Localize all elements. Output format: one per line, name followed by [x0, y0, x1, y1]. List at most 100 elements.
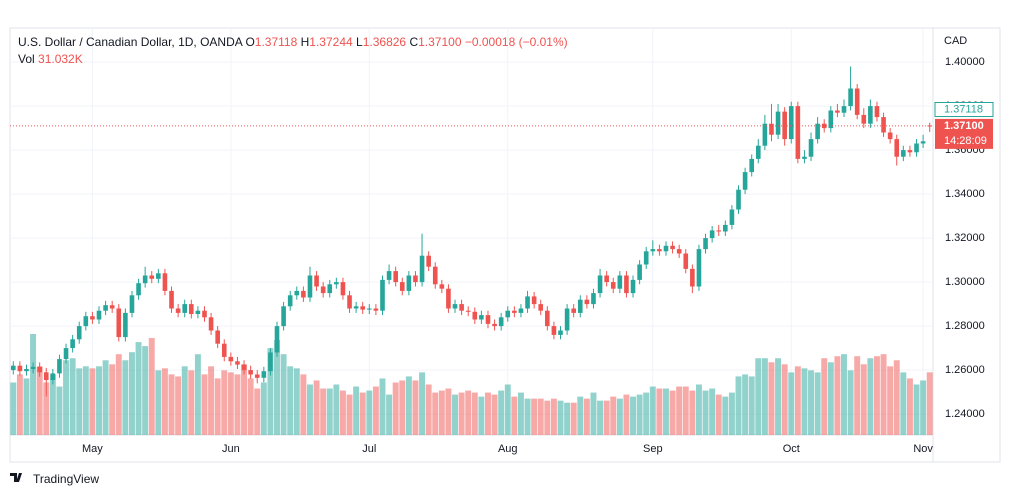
volume-bar: [353, 386, 360, 435]
countdown: 14:28:09: [944, 135, 987, 147]
volume-bar: [511, 396, 518, 435]
candle-body: [432, 266, 438, 285]
candle-body: [676, 249, 682, 254]
volume-bar: [339, 390, 346, 435]
candle-body: [558, 330, 563, 335]
candle-body: [287, 295, 293, 307]
candle-body: [307, 275, 313, 298]
candle-body: [327, 284, 333, 294]
candle-body: [637, 264, 642, 280]
volume-bar: [564, 402, 571, 435]
candle-body: [630, 279, 636, 294]
vol-value: 31.032K: [38, 52, 83, 66]
candle-body: [894, 139, 900, 157]
candle-body: [821, 123, 827, 129]
volume-bar: [405, 376, 412, 435]
y-tick-label: 1.34000: [945, 188, 985, 200]
volume-bar: [504, 384, 511, 435]
volume-bar: [181, 366, 188, 435]
candle-body: [907, 150, 913, 153]
volume-bar: [10, 382, 17, 435]
volume-bar: [761, 358, 768, 435]
volume-bar: [643, 392, 650, 435]
candle-body: [538, 304, 544, 311]
volume-bar: [478, 396, 485, 435]
l-key: L: [356, 35, 363, 49]
candle-body: [254, 374, 260, 378]
volume-bar: [597, 400, 604, 435]
volume-bar: [221, 370, 228, 435]
volume-bar: [399, 380, 406, 435]
volume-bar: [188, 370, 195, 435]
volume-bar: [775, 358, 782, 435]
candle-body: [228, 356, 234, 362]
volume-bar: [432, 392, 439, 435]
volume-bar: [445, 388, 452, 435]
volume-bar: [359, 392, 366, 435]
volume-bar: [438, 390, 445, 435]
open-tag: 1.37118: [944, 103, 983, 115]
c-value: 1.37100: [418, 35, 462, 49]
frame: [9, 27, 1001, 463]
candle-body: [795, 106, 801, 159]
volume-bar: [603, 400, 610, 435]
volume-bar: [102, 360, 109, 435]
volume-bar: [702, 390, 709, 435]
candle-body: [854, 88, 860, 115]
candle-body: [749, 158, 755, 173]
volume-bar: [722, 396, 729, 435]
candle-body: [610, 282, 616, 289]
candle-body: [90, 316, 95, 320]
candle-body: [742, 172, 748, 190]
candle-body: [775, 111, 781, 135]
volume-bar: [841, 354, 847, 435]
volume-bar: [498, 390, 505, 435]
volume-bar: [49, 374, 56, 435]
candle-body: [10, 365, 16, 371]
candle-body: [294, 290, 300, 296]
volume-bar: [89, 368, 96, 435]
volume-bar: [247, 378, 254, 435]
candle-body: [70, 339, 75, 349]
volume-bar: [656, 388, 663, 435]
x-tick-label: Jun: [222, 443, 240, 455]
candle-body: [261, 371, 267, 378]
candle-body: [901, 150, 906, 157]
candle-body: [96, 310, 102, 320]
axis-label: CAD: [944, 35, 967, 47]
candle-body: [683, 253, 689, 269]
candle-body: [788, 106, 794, 140]
candles: [10, 66, 933, 397]
volume-bar: [630, 396, 636, 435]
candle-body: [399, 282, 405, 291]
volume-bar: [287, 366, 294, 435]
volume-bar: [161, 368, 168, 435]
candle-body: [696, 249, 702, 287]
candle-body: [591, 293, 596, 305]
volume-bar: [241, 364, 248, 435]
volume-bar: [129, 352, 135, 435]
candle-body: [50, 373, 56, 380]
last-price-label: 1.37100: [944, 120, 984, 132]
volume-bar: [254, 388, 261, 435]
candle-body: [103, 305, 108, 311]
candle-body: [162, 273, 168, 291]
candle-body: [716, 230, 722, 232]
volume-bar: [307, 384, 313, 435]
candle-body: [723, 224, 728, 232]
y-tick-label: 1.40000: [945, 56, 985, 68]
volume-bar: [168, 374, 175, 435]
volume-bar: [834, 356, 841, 435]
volume-bar: [234, 374, 241, 435]
volume-bar: [636, 394, 643, 435]
volume-bar: [880, 354, 887, 435]
candle-body: [182, 304, 188, 313]
candle-body: [551, 326, 557, 335]
x-tick-label: Sep: [643, 443, 663, 455]
volume-bar: [452, 394, 458, 435]
volume-bar: [458, 392, 465, 435]
candle-body: [43, 372, 49, 380]
candle-body: [301, 290, 306, 298]
candle-body: [37, 366, 42, 373]
candle-body: [248, 370, 253, 375]
